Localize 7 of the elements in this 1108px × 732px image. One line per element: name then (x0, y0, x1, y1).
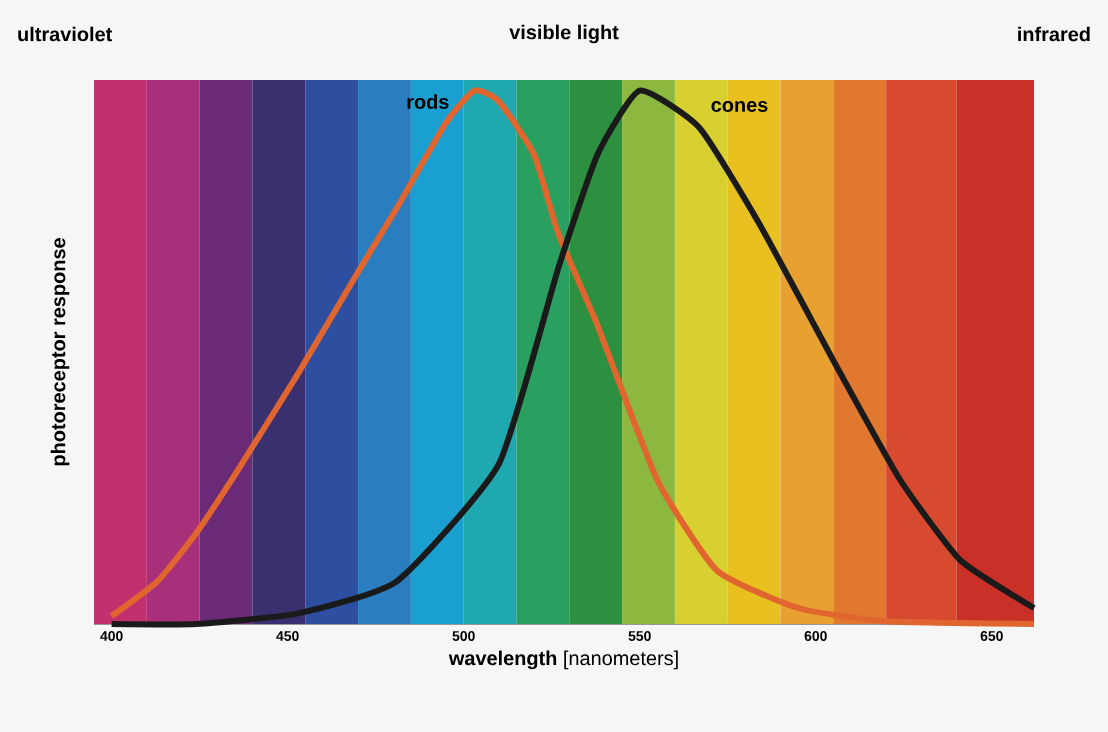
text: ultraviolet (18, 26, 113, 42)
text: infrared (1018, 26, 1090, 42)
y-axis-title: photoreceptor response (50, 238, 70, 466)
x-axis-title: wavelength [nanometers] (448, 650, 678, 670)
text: visible light (509, 24, 619, 44)
series-label: rods (407, 94, 449, 109)
series-label: cones (711, 100, 768, 112)
